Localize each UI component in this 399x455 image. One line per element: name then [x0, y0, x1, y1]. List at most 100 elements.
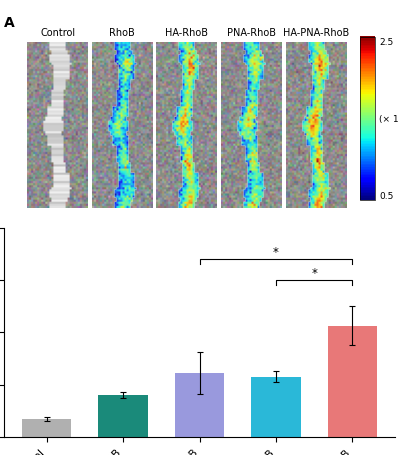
Bar [360, 181, 375, 182]
Bar [360, 184, 375, 186]
Bar [360, 145, 375, 147]
Bar [360, 66, 375, 68]
Bar [360, 123, 375, 125]
Bar [360, 42, 375, 44]
Bar [360, 76, 375, 78]
Bar [360, 172, 375, 174]
Bar [360, 85, 375, 86]
Bar [360, 119, 375, 121]
Bar [360, 198, 375, 200]
Bar [360, 162, 375, 164]
Bar [360, 187, 375, 189]
Bar [360, 93, 375, 95]
Text: 0.5: 0.5 [379, 191, 394, 200]
Text: *: * [273, 245, 279, 258]
Text: HA-PNA-RhoB: HA-PNA-RhoB [283, 27, 349, 37]
Bar [360, 112, 375, 114]
Bar [360, 83, 375, 85]
Bar [360, 169, 375, 171]
Bar [360, 142, 375, 143]
Bar [360, 75, 375, 76]
Bar [175, 373, 224, 437]
Bar [360, 106, 375, 107]
Bar [360, 101, 375, 102]
Bar [360, 47, 375, 49]
Bar [360, 130, 375, 132]
Bar [98, 395, 148, 437]
Bar [360, 86, 375, 88]
Bar [360, 147, 375, 148]
Bar [360, 49, 375, 51]
Bar [360, 176, 375, 177]
Bar [360, 116, 375, 117]
Bar [360, 128, 375, 130]
Bar [360, 125, 375, 127]
Bar [360, 148, 375, 150]
Bar [360, 133, 375, 135]
Bar [360, 65, 375, 67]
Bar [360, 102, 375, 104]
Text: PNA-RhoB: PNA-RhoB [227, 27, 276, 37]
Bar [360, 164, 375, 166]
Bar [360, 46, 375, 47]
Bar [360, 189, 375, 191]
Bar [360, 37, 375, 200]
Bar [360, 161, 375, 163]
Bar [251, 377, 301, 437]
Bar [360, 185, 375, 187]
Bar [328, 326, 377, 437]
Text: HA-RhoB: HA-RhoB [165, 27, 208, 37]
Bar [360, 51, 375, 52]
Bar [360, 63, 375, 65]
Bar [360, 122, 375, 124]
Bar [360, 54, 375, 56]
Text: (× 10⁸): (× 10⁸) [379, 114, 399, 123]
Bar [360, 96, 375, 98]
Bar [360, 195, 375, 197]
Bar [360, 131, 375, 133]
Bar [360, 167, 375, 169]
Text: A: A [4, 15, 15, 30]
Bar [360, 150, 375, 152]
Bar [360, 44, 375, 46]
Bar [360, 192, 375, 194]
Bar [360, 159, 375, 161]
Bar [360, 182, 375, 184]
Bar [360, 58, 375, 60]
Bar [360, 52, 375, 54]
Bar [360, 109, 375, 111]
Bar [360, 91, 375, 93]
Bar [360, 55, 375, 57]
Bar [360, 89, 375, 91]
Bar [360, 154, 375, 156]
Bar [360, 177, 375, 179]
Bar [360, 94, 375, 96]
Bar [360, 117, 375, 119]
Bar [360, 193, 375, 195]
Bar [360, 57, 375, 59]
Bar [360, 151, 375, 153]
Text: 2.5: 2.5 [379, 37, 394, 46]
Bar [360, 158, 375, 160]
Bar [360, 179, 375, 181]
Bar [360, 166, 375, 167]
Bar [360, 111, 375, 112]
Bar [360, 140, 375, 142]
Bar [360, 143, 375, 145]
Bar [360, 136, 375, 138]
Bar [360, 68, 375, 70]
Bar [360, 104, 375, 106]
Bar [360, 135, 375, 137]
Bar [360, 107, 375, 109]
Bar [360, 40, 375, 42]
Bar [360, 62, 375, 64]
Text: Control: Control [40, 27, 75, 37]
Bar [360, 71, 375, 73]
Bar [360, 114, 375, 116]
Bar [360, 81, 375, 83]
Bar [360, 197, 375, 198]
Bar [360, 39, 375, 40]
Bar [360, 190, 375, 192]
Bar [360, 37, 375, 39]
Bar [360, 60, 375, 62]
